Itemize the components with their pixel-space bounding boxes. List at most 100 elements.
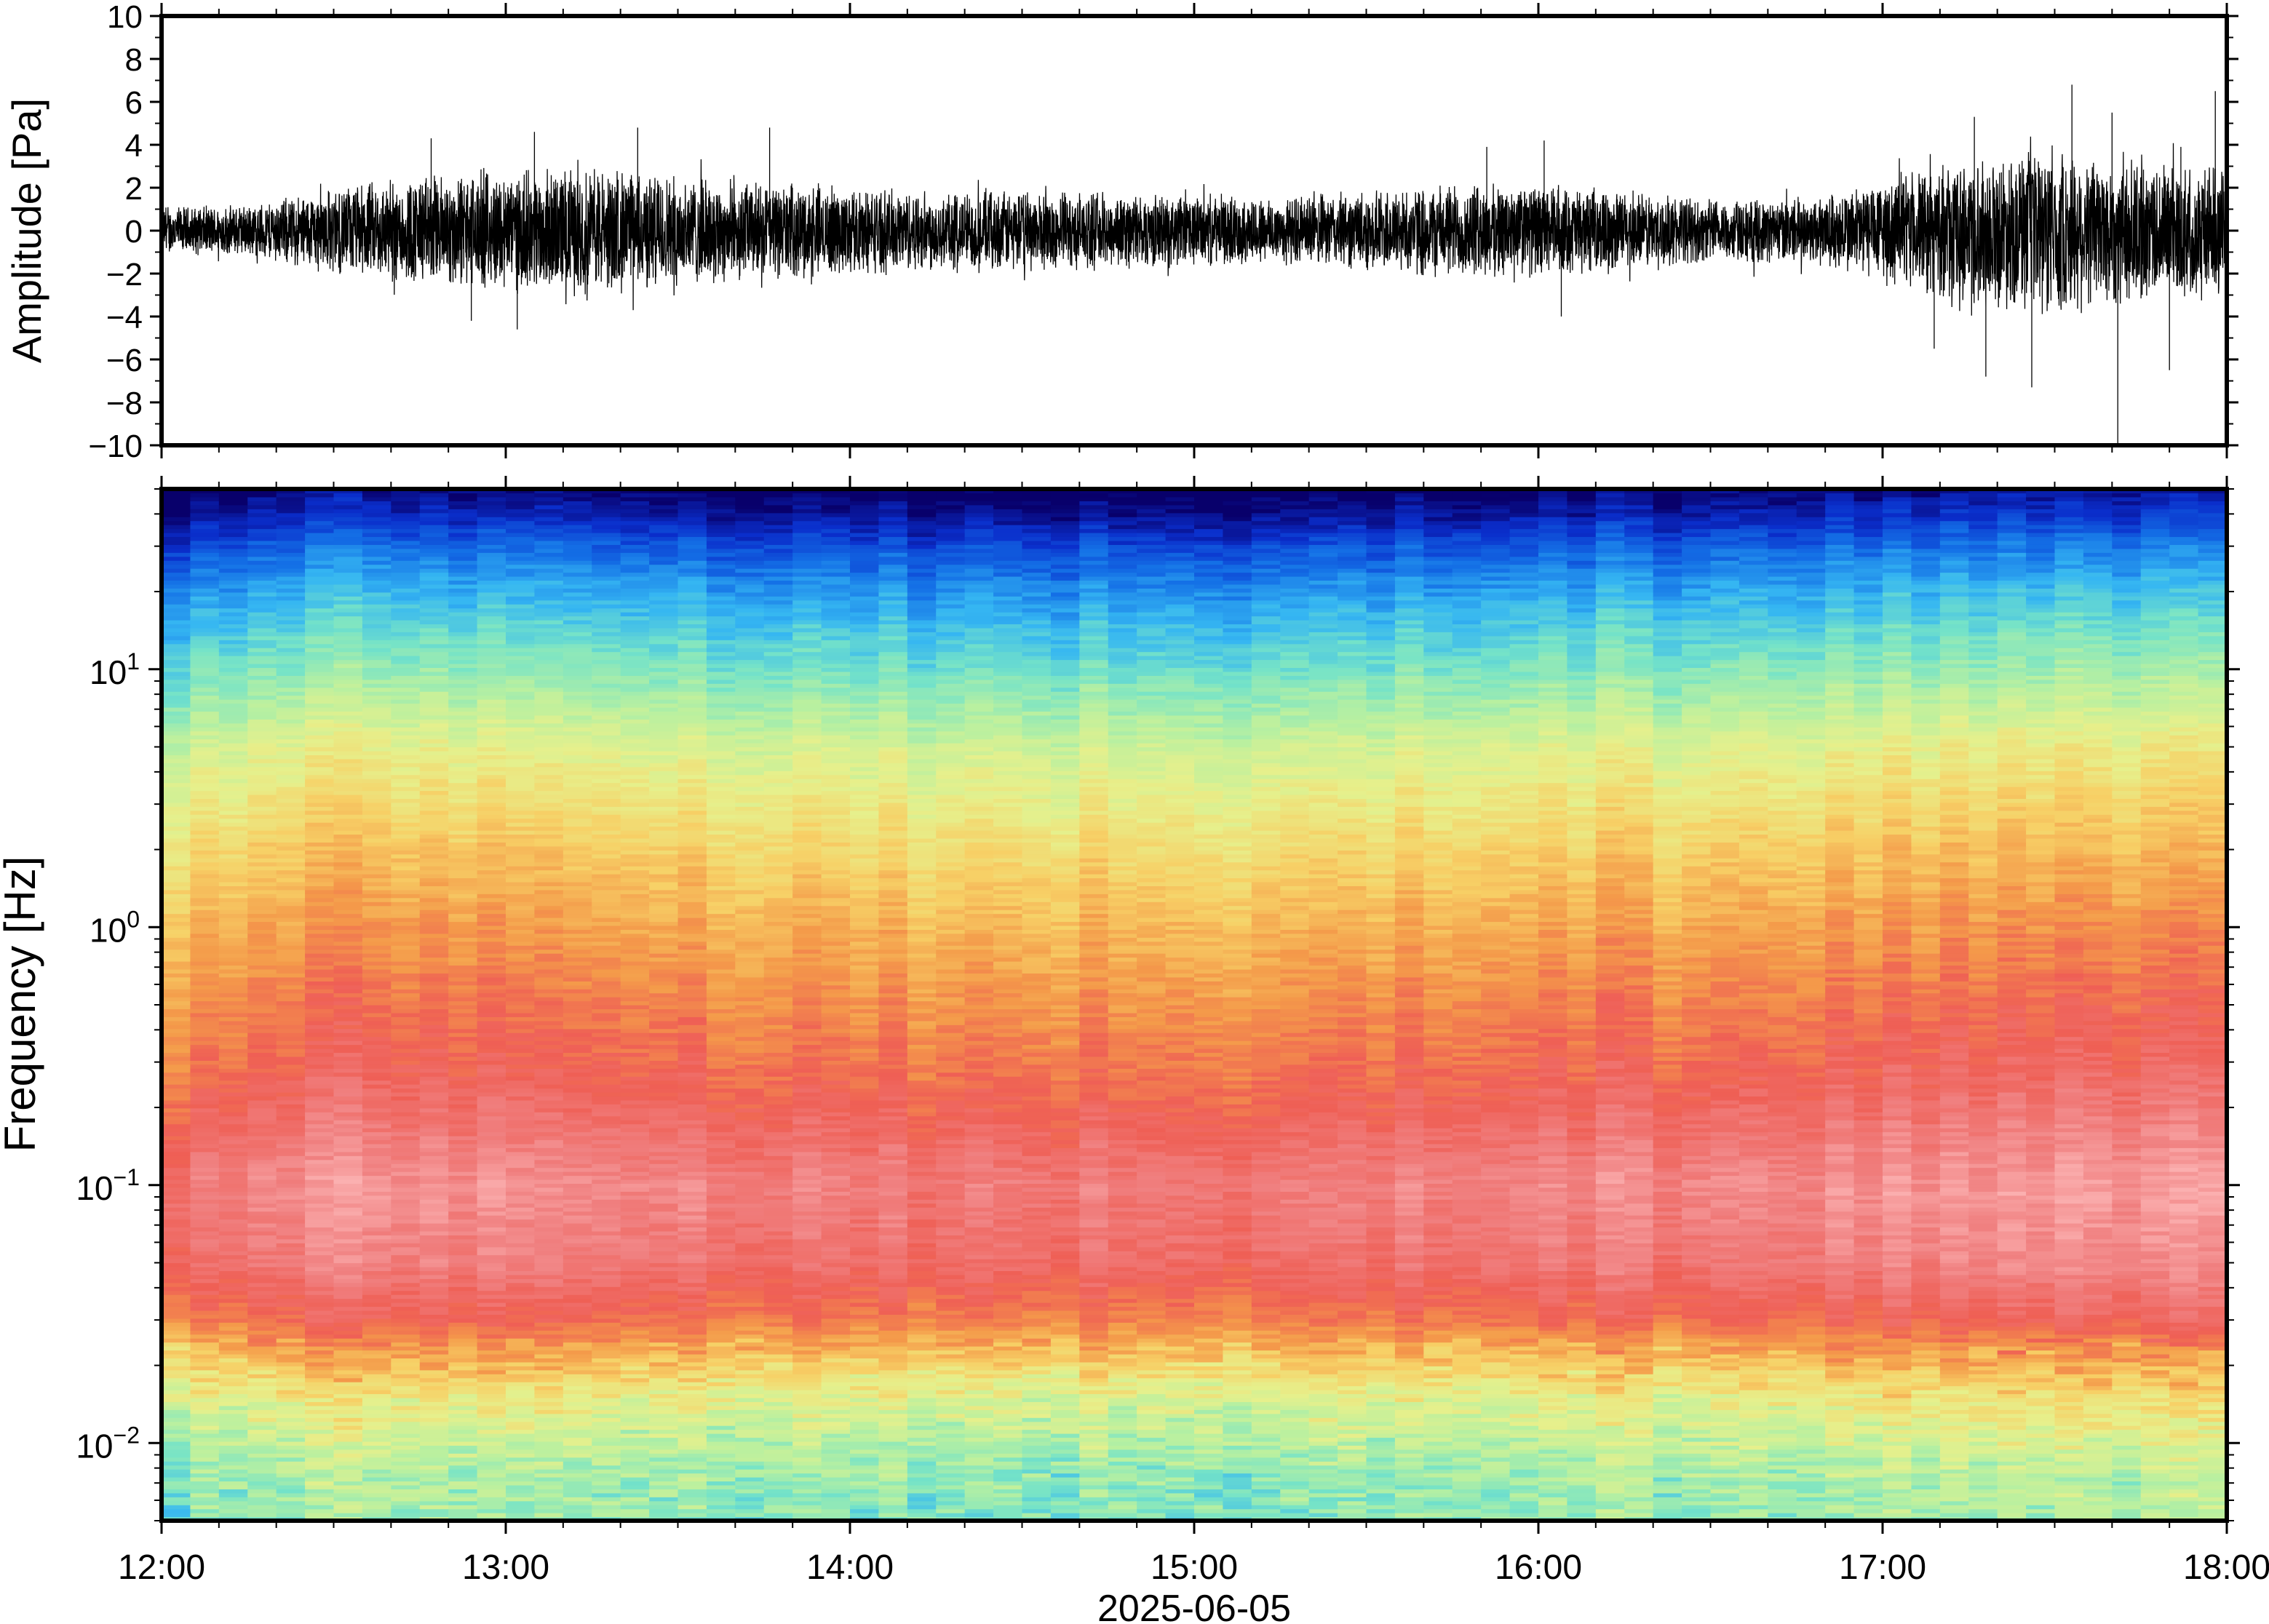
spectrogram-cell — [420, 1485, 449, 1489]
spectrogram-cell — [277, 1136, 306, 1140]
spectrogram-cell — [190, 1231, 219, 1235]
spectrogram-cell — [190, 1310, 219, 1315]
spectrogram-cell — [534, 1239, 563, 1243]
spectrogram-cell — [649, 945, 678, 950]
spectrogram-cell — [362, 560, 392, 565]
spectrogram-cell — [506, 1160, 535, 1164]
spectrogram-cell — [592, 1037, 621, 1041]
spectrogram-cell — [305, 985, 334, 990]
spectrogram-cell — [448, 1021, 477, 1025]
spectrogram-cell — [362, 699, 392, 704]
spectrogram-cell — [477, 1029, 506, 1033]
spectrogram-cell — [448, 688, 477, 692]
spectrogram-cell — [162, 1064, 191, 1069]
spectrogram-cell — [277, 885, 306, 890]
spectrogram-cell — [420, 827, 449, 831]
spectrogram-cell — [162, 1008, 191, 1013]
spectrogram-cell — [592, 1084, 621, 1088]
spectrogram-cell — [334, 493, 363, 497]
spectrogram-cell — [247, 1342, 277, 1347]
spectrogram-cell — [448, 549, 477, 553]
spectrogram-cell — [277, 1398, 306, 1402]
spectrogram-cell — [391, 1231, 420, 1235]
spectrogram-cell — [247, 1263, 277, 1267]
spectrogram-cell — [219, 1029, 248, 1033]
spectrogram-cell — [592, 560, 621, 565]
spectrogram-cell — [391, 711, 420, 715]
spectrogram-cell — [592, 811, 621, 815]
spectrogram-cell — [362, 1108, 392, 1112]
spectrogram-cell — [334, 568, 363, 573]
spectrogram-cell — [678, 1088, 707, 1093]
spectrogram-cell — [506, 775, 535, 779]
spectrogram-cell — [391, 850, 420, 854]
spectrogram-cell — [162, 981, 191, 985]
spectrogram-cell — [477, 1037, 506, 1041]
spectrogram-cell — [563, 969, 592, 974]
spectrogram-cell — [305, 1493, 334, 1497]
spectrogram-cell — [334, 624, 363, 628]
spectrogram-cell — [477, 1406, 506, 1410]
spectrogram-cell — [420, 1513, 449, 1517]
spectrogram-cell — [219, 1334, 248, 1339]
spectrogram-cell — [305, 1215, 334, 1219]
spectrogram-cell — [277, 1016, 306, 1021]
spectrogram-cell — [247, 1393, 277, 1398]
spectrogram-cell — [563, 1406, 592, 1410]
spectrogram-cell — [334, 699, 363, 704]
spectrogram-cell — [190, 1235, 219, 1239]
spectrogram-cell — [362, 576, 392, 581]
spectrogram-cell — [391, 1278, 420, 1283]
spectrogram-cell — [534, 1326, 563, 1331]
spectrogram-cell — [448, 541, 477, 545]
spectrogram-cell — [420, 909, 449, 914]
spectrogram-cell — [334, 1350, 363, 1354]
spectrogram-cell — [305, 759, 334, 763]
spectrogram-cell — [534, 1144, 563, 1148]
spectrogram-cell — [247, 827, 277, 831]
spectrogram-cell — [190, 942, 219, 946]
spectrogram-cell — [247, 1453, 277, 1457]
spectrogram-cell — [563, 1084, 592, 1088]
spectrogram-cell — [534, 870, 563, 875]
spectrogram-cell — [162, 525, 191, 529]
spectrogram-cell — [391, 1176, 420, 1180]
spectrogram-cell — [448, 743, 477, 747]
spectrogram-cell — [420, 1457, 449, 1462]
spectrogram-cell — [649, 1203, 678, 1208]
spectrogram-cell — [477, 850, 506, 854]
spectrogram-cell — [247, 1386, 277, 1390]
spectrogram-cell — [190, 648, 219, 652]
spectrogram-cell — [448, 1116, 477, 1121]
spectrogram-cell — [621, 787, 650, 791]
spectrogram-cell — [190, 1032, 219, 1037]
spectrogram-cell — [362, 866, 392, 870]
spectrogram-cell — [448, 977, 477, 982]
spectrogram-cell — [678, 1481, 707, 1485]
spectrogram-cell — [219, 1501, 248, 1505]
spectrogram-cell — [649, 536, 678, 541]
spectrogram-cell — [162, 1465, 191, 1470]
spectrogram-cell — [563, 1453, 592, 1457]
spectrogram-cell — [362, 704, 392, 708]
spectrogram-cell — [334, 648, 363, 652]
spectrogram-cell — [247, 691, 277, 696]
spectrogram-cell — [678, 1362, 707, 1366]
spectrogram-cell — [247, 1422, 277, 1426]
spectrogram-cell — [219, 727, 248, 731]
spectrogram-cell — [563, 870, 592, 875]
spectrogram-cell — [477, 576, 506, 581]
spectrogram-cell — [534, 989, 563, 993]
spectrogram-cell — [592, 1139, 621, 1144]
spectrogram-cell — [190, 965, 219, 969]
spectrogram-cell — [678, 870, 707, 875]
spectrogram-cell — [247, 1147, 277, 1152]
spectrogram-cell — [649, 667, 678, 672]
spectrogram-cell — [190, 945, 219, 950]
spectrogram-cell — [219, 870, 248, 875]
spectrogram-cell — [592, 1398, 621, 1402]
spectrogram-cell — [305, 1354, 334, 1358]
spectrogram-cell — [477, 1152, 506, 1156]
spectrogram-cell — [190, 830, 219, 835]
spectrogram-cell — [334, 783, 363, 787]
